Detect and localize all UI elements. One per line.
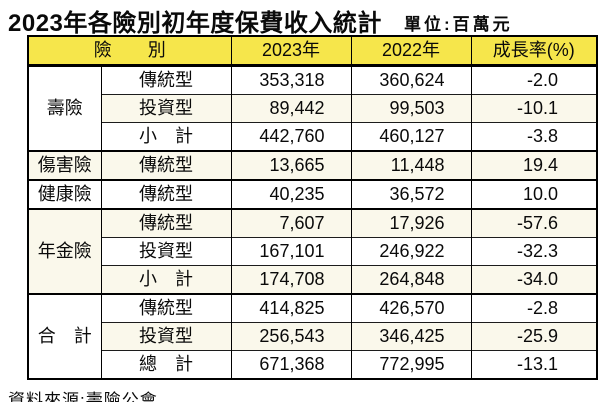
value-growth: -2.8	[470, 293, 598, 323]
value-2023: 174,708	[230, 265, 352, 294]
table-row: 年金險 傳統型 7,607 17,926 -57.6	[27, 208, 598, 294]
value-2023: 353,318	[230, 65, 352, 95]
source-note: 資料來源:壽險公會	[8, 391, 158, 402]
value-2023: 167,101	[230, 237, 352, 266]
value-2023: 671,368	[230, 350, 352, 379]
unit-label: 單位:百萬元	[404, 15, 513, 34]
value-growth: -2.0	[470, 65, 598, 95]
value-2023: 7,607	[230, 208, 352, 238]
category-accident: 傷害險	[27, 150, 102, 180]
row-type: 傳統型	[100, 208, 232, 238]
premium-income-table: 險 別 2023年 2022年 成長率(%) 壽險 傳統型 353,318 36…	[27, 35, 598, 380]
row-type: 小 計	[100, 265, 232, 294]
category-annuity: 年金險	[27, 208, 102, 294]
value-growth: -34.0	[470, 265, 598, 294]
value-growth: 19.4	[470, 150, 598, 180]
value-growth: -57.6	[470, 208, 598, 238]
row-type: 小 計	[100, 122, 232, 151]
value-2022: 426,570	[350, 293, 472, 323]
header-2022: 2022年	[350, 36, 472, 67]
row-type: 傳統型	[100, 179, 232, 209]
value-2022: 11,448	[350, 150, 472, 180]
value-2022: 264,848	[350, 265, 472, 294]
table-row: 總 計 671,368 772,995 -13.1	[28, 350, 598, 379]
header-2023: 2023年	[230, 36, 352, 67]
value-2022: 36,572	[350, 179, 472, 209]
value-2022: 99,503	[350, 94, 472, 123]
value-2023: 256,543	[230, 322, 352, 351]
table-row: 投資型 89,442 99,503 -10.1	[28, 94, 598, 123]
table-row: 傷害險 傳統型 13,665 11,448 19.4	[27, 150, 598, 180]
header-category: 險 別	[27, 36, 232, 67]
value-growth: -10.1	[470, 94, 598, 123]
table-row: 健康險 傳統型 40,235 36,572 10.0	[27, 179, 598, 209]
category-life: 壽險	[27, 65, 102, 151]
value-growth: 10.0	[470, 179, 598, 209]
header-row: 險 別 2023年 2022年 成長率(%)	[27, 36, 598, 67]
value-2023: 40,235	[230, 179, 352, 209]
value-2022: 360,624	[350, 65, 472, 95]
value-growth: -25.9	[470, 322, 598, 351]
category-health: 健康險	[27, 179, 102, 209]
table-row: 合 計 傳統型 414,825 426,570 -2.8	[27, 293, 598, 379]
value-2022: 246,922	[350, 237, 472, 266]
page-title: 2023年各險別初年度保費收入統計	[8, 10, 382, 37]
value-2023: 13,665	[230, 150, 352, 180]
value-2023: 414,825	[230, 293, 352, 323]
row-type: 傳統型	[100, 65, 232, 95]
value-2022: 772,995	[350, 350, 472, 379]
value-growth: -32.3	[470, 237, 598, 266]
value-2022: 460,127	[350, 122, 472, 151]
table-row: 小 計 442,760 460,127 -3.8	[28, 122, 598, 151]
table-row: 投資型 256,543 346,425 -25.9	[28, 322, 598, 351]
row-type: 傳統型	[100, 150, 232, 180]
table-row: 壽險 傳統型 353,318 360,624 -2.0	[27, 65, 598, 151]
value-2023: 89,442	[230, 94, 352, 123]
value-2022: 17,926	[350, 208, 472, 238]
row-type: 投資型	[100, 94, 232, 123]
category-total: 合 計	[27, 293, 102, 379]
value-growth: -13.1	[470, 350, 598, 379]
value-2023: 442,760	[230, 122, 352, 151]
value-growth: -3.8	[470, 122, 598, 151]
header-growth-rate: 成長率(%)	[470, 36, 598, 67]
row-type: 傳統型	[100, 293, 232, 323]
value-2022: 346,425	[350, 322, 472, 351]
table-row: 投資型 167,101 246,922 -32.3	[28, 237, 598, 266]
row-type: 總 計	[100, 350, 232, 379]
row-type: 投資型	[100, 237, 232, 266]
row-type: 投資型	[100, 322, 232, 351]
table-row: 小 計 174,708 264,848 -34.0	[28, 265, 598, 294]
title-bar: 2023年各險別初年度保費收入統計 單位:百萬元	[0, 0, 600, 37]
